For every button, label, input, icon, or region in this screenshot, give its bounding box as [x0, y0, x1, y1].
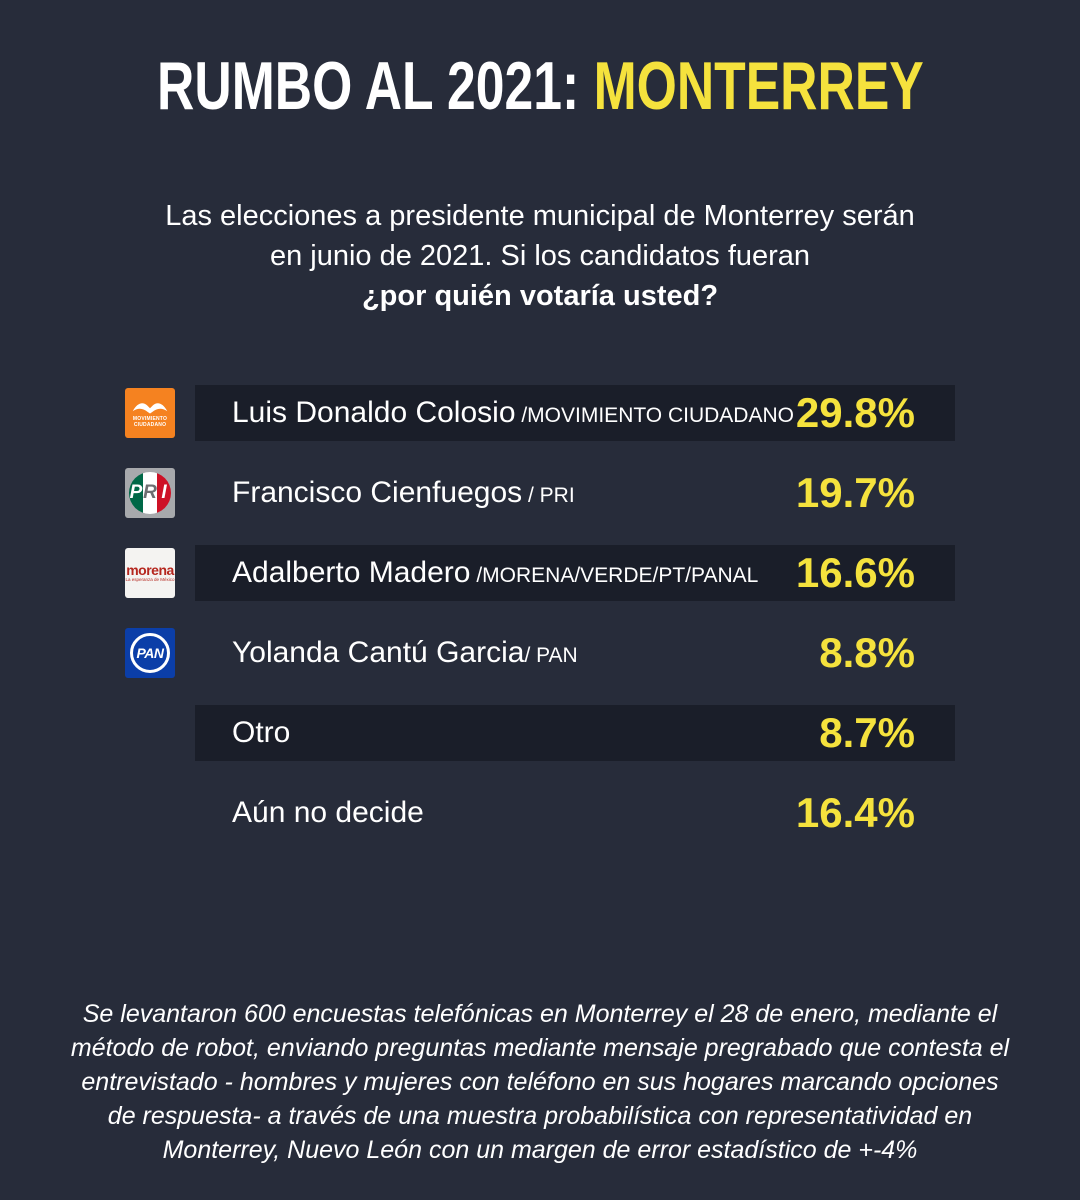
candidate-party: / PRI [522, 484, 575, 507]
pan-circle: PAN [130, 633, 170, 673]
title-yellow-part: MONTERREY [593, 48, 924, 124]
result-percentage: 8.7% [819, 709, 915, 756]
pri-logo: P R I [125, 468, 175, 518]
poll-row-madero: morena La esperanza de México Adalberto … [125, 545, 955, 601]
question-line-3: ¿por quién votaría usted? [361, 280, 719, 312]
result-bar: Aún no decide 16.4% [195, 785, 955, 841]
option-label: Otro [232, 716, 290, 750]
candidate-label: Francisco Cienfuegos / PRI [232, 476, 575, 510]
pan-wordmark: PAN [136, 645, 164, 661]
pan-logo: PAN [125, 628, 175, 678]
morena-tagline: La esperanza de México [125, 577, 175, 582]
movimiento-ciudadano-logo: MOVIMIENTO CIUDADANO [125, 388, 175, 438]
eagle-icon [132, 402, 168, 413]
candidate-label: Yolanda Cantú Garcia/ PAN [232, 636, 578, 670]
question-line-1: Las elecciones a presidente municipal de… [165, 200, 915, 232]
methodology-line-4: de respuesta- a través de una muestra pr… [107, 1102, 973, 1130]
result-bar: Luis Donaldo Colosio /MOVIMIENTO CIUDADA… [195, 385, 955, 441]
pri-letter-r: R [143, 472, 157, 514]
result-percentage: 16.6% [795, 549, 915, 596]
methodology-note: Se levantaron 600 encuestas telefónicas … [60, 997, 1020, 1167]
methodology-line-3: entrevistado - hombres y mujeres con tel… [81, 1068, 999, 1096]
methodology-line-2: método de robot, enviando preguntas medi… [70, 1034, 1010, 1062]
result-bar: Otro 8.7% [195, 705, 955, 761]
result-percentage: 16.4% [795, 789, 915, 836]
candidate-name: Adalberto Madero [232, 556, 471, 589]
option-name: Aún no decide [232, 796, 424, 829]
poll-row-cantu: PAN Yolanda Cantú Garcia/ PAN 8.8% [125, 625, 955, 681]
pri-letter-i: I [157, 472, 171, 514]
poll-row-colosio: MOVIMIENTO CIUDADANO Luis Donaldo Colosi… [125, 385, 955, 441]
mc-logo-caption: MOVIMIENTO CIUDADANO [132, 415, 168, 428]
logo-spacer [125, 788, 175, 838]
result-bar: Adalberto Madero /MORENA/VERDE/PT/PANAL … [195, 545, 955, 601]
candidate-label: Luis Donaldo Colosio /MOVIMIENTO CIUDADA… [232, 396, 794, 430]
result-percentage: 8.8% [819, 629, 915, 676]
morena-wordmark: morena [126, 562, 174, 578]
candidate-party: /MOVIMIENTO CIUDADANO [515, 404, 794, 427]
pri-letter-p: P [129, 472, 143, 514]
poll-row-aun-no-decide: Aún no decide 16.4% [125, 785, 955, 841]
result-percentage: 29.8% [795, 389, 915, 436]
logo-spacer [125, 708, 175, 758]
page-title: RUMBO AL 2021: MONTERREY [0, 52, 1080, 120]
question-line-2: en junio de 2021. Si los candidatos fuer… [269, 240, 811, 272]
pri-tricolor-circle: P R I [129, 472, 171, 514]
result-percentage: 19.7% [795, 469, 915, 516]
title-white-part: RUMBO AL 2021: [156, 48, 594, 124]
candidate-name: Luis Donaldo Colosio [232, 396, 516, 429]
methodology-line-5: Monterrey, Nuevo León con un margen de e… [162, 1136, 918, 1164]
option-label: Aún no decide [232, 796, 424, 830]
candidate-name: Yolanda Cantú Garcia [232, 636, 525, 669]
candidate-party: / PAN [524, 644, 578, 667]
candidate-name: Francisco Cienfuegos [232, 476, 523, 509]
poll-results-list: MOVIMIENTO CIUDADANO Luis Donaldo Colosi… [125, 385, 955, 865]
candidate-label: Adalberto Madero /MORENA/VERDE/PT/PANAL [232, 556, 758, 590]
candidate-party: /MORENA/VERDE/PT/PANAL [470, 564, 759, 587]
poll-row-cienfuegos: P R I Francisco Cienfuegos / PRI 19.7% [125, 465, 955, 521]
result-bar: Francisco Cienfuegos / PRI 19.7% [195, 465, 955, 521]
option-name: Otro [232, 716, 291, 749]
poll-row-otro: Otro 8.7% [125, 705, 955, 761]
result-bar: Yolanda Cantú Garcia/ PAN 8.8% [195, 625, 955, 681]
morena-logo: morena La esperanza de México [125, 548, 175, 598]
methodology-line-1: Se levantaron 600 encuestas telefónicas … [82, 1000, 998, 1028]
poll-question: Las elecciones a presidente municipal de… [0, 196, 1080, 316]
